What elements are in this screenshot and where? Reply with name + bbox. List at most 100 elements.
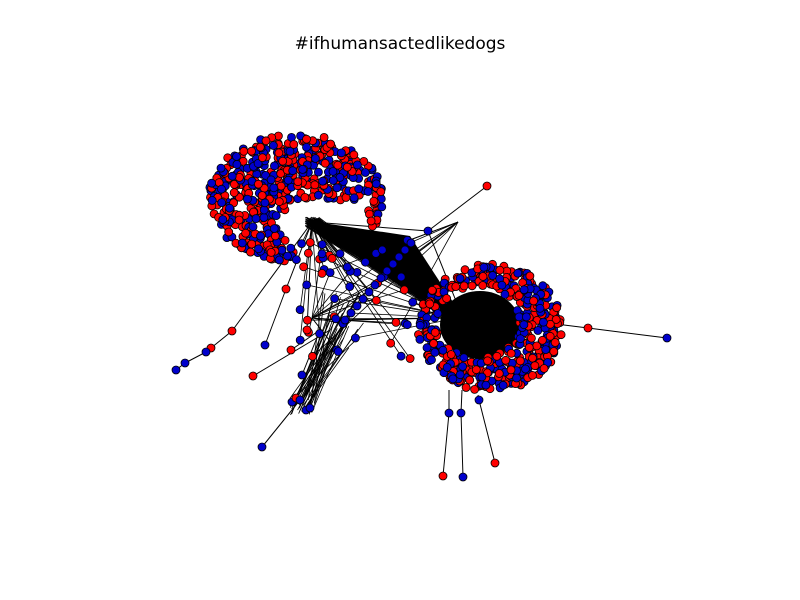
- graph-node: [336, 148, 346, 158]
- graph-node: [465, 375, 475, 385]
- edge: [264, 288, 287, 346]
- graph-node: [302, 315, 312, 325]
- graph-node: [259, 213, 269, 223]
- graph-node: [218, 215, 228, 225]
- graph-node: [451, 282, 461, 292]
- edge: [308, 297, 334, 407]
- graph-node: [481, 380, 491, 390]
- graph-node: [281, 284, 291, 294]
- edge: [311, 272, 331, 319]
- graph-node: [239, 146, 249, 156]
- graph-node: [207, 178, 217, 188]
- graph-node: [229, 188, 239, 198]
- graph-node: [402, 320, 412, 330]
- graph-node: [297, 370, 307, 380]
- graph-node: [371, 179, 381, 189]
- graph-node: [478, 272, 488, 281]
- graph-node: [227, 326, 237, 336]
- graph-node: [302, 325, 312, 335]
- graph-node: [274, 197, 284, 207]
- graph-node: [415, 334, 425, 344]
- figure-title: #ifhumansactedlikedogs: [294, 34, 506, 54]
- graph-node: [225, 203, 235, 213]
- graph-node: [396, 272, 406, 282]
- graph-node: [180, 358, 190, 368]
- graph-node: [237, 238, 247, 248]
- graph-node: [525, 271, 535, 281]
- graph-node: [234, 172, 244, 182]
- graph-node: [248, 222, 258, 232]
- graph-node: [470, 384, 480, 394]
- edge: [309, 319, 351, 404]
- graph-node: [310, 180, 320, 190]
- graph-node: [406, 238, 416, 248]
- graph-node: [430, 347, 440, 357]
- edge: [311, 221, 377, 301]
- graph-node: [360, 257, 370, 267]
- edge: [442, 412, 450, 477]
- graph-node: [349, 193, 359, 203]
- graph-node: [456, 408, 466, 418]
- graph-node: [274, 148, 284, 158]
- graph-node: [494, 369, 504, 378]
- edge: [311, 221, 406, 251]
- graph-node: [317, 268, 327, 278]
- graph-node: [483, 356, 493, 366]
- graph-node: [396, 351, 406, 361]
- graph-node: [300, 192, 310, 202]
- edge: [302, 328, 359, 411]
- edge: [311, 271, 351, 319]
- graph-node: [269, 224, 279, 234]
- graph-node: [247, 146, 256, 156]
- edge-bundle: [440, 291, 520, 359]
- graph-node: [552, 303, 562, 313]
- graph-node: [455, 274, 465, 283]
- graph-node: [269, 183, 279, 193]
- graph-node: [328, 176, 338, 185]
- edge: [210, 330, 233, 349]
- graph-node: [313, 167, 323, 177]
- graph-node: [400, 245, 410, 255]
- graph-node: [330, 294, 340, 304]
- graph-node: [315, 329, 325, 339]
- graph-node: [529, 296, 538, 306]
- graph-node: [310, 154, 320, 163]
- graph-node: [583, 323, 593, 333]
- edge: [427, 185, 488, 232]
- graph-node: [501, 355, 511, 365]
- graph-node: [285, 146, 295, 156]
- graph-node: [298, 164, 308, 174]
- graph-node: [427, 285, 437, 295]
- graph-node: [522, 312, 531, 322]
- graph-node: [448, 374, 458, 384]
- graph-node: [524, 343, 534, 353]
- graph-node: [297, 239, 307, 249]
- edge: [392, 221, 459, 265]
- edge: [380, 221, 459, 279]
- graph-node: [317, 240, 327, 249]
- graph-node: [278, 156, 288, 166]
- graph-node: [295, 305, 305, 315]
- graph-node: [459, 281, 469, 291]
- graph-node: [317, 249, 327, 259]
- graph-node: [270, 231, 280, 241]
- graph-node: [201, 347, 211, 357]
- graph-node: [340, 315, 350, 325]
- graph-node: [232, 152, 241, 161]
- graph-node: [386, 338, 396, 348]
- graph-node: [513, 268, 523, 278]
- graph-node: [247, 239, 257, 249]
- graph-node: [471, 365, 481, 375]
- graph-node: [276, 181, 286, 191]
- edge: [311, 221, 402, 357]
- edge: [291, 314, 331, 410]
- graph-node: [366, 216, 376, 226]
- graph-node: [333, 160, 343, 170]
- graph-node: [286, 243, 296, 253]
- graph-node: [288, 166, 298, 176]
- edge: [478, 399, 496, 464]
- graph-node: [551, 315, 561, 324]
- edge: [299, 328, 338, 411]
- graph-node: [442, 362, 452, 372]
- edge: [311, 291, 370, 319]
